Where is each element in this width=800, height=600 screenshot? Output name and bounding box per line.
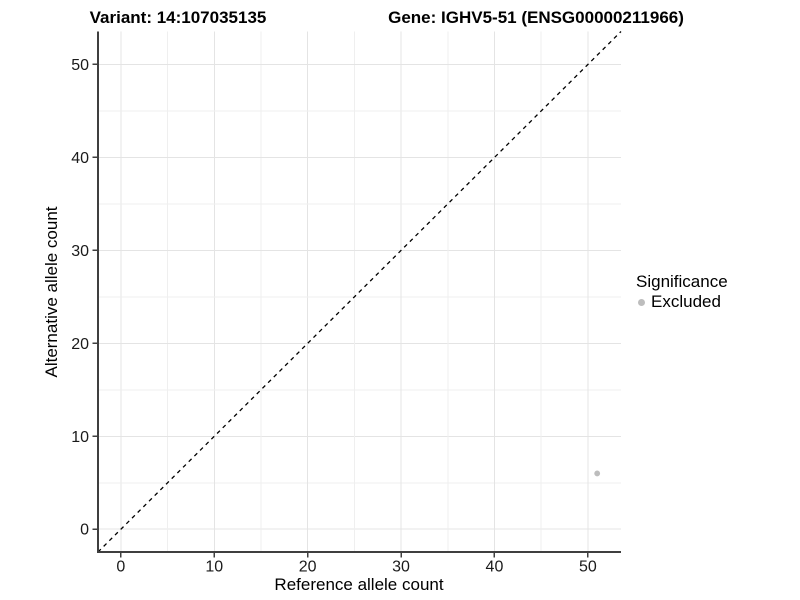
x-tick-label: 40 (486, 559, 504, 576)
legend-item-label: Excluded (651, 292, 721, 311)
x-axis-title: Reference allele count (274, 575, 444, 594)
y-tick-label: 30 (71, 243, 89, 260)
y-tick-label: 40 (71, 150, 89, 167)
legend-point-icon (638, 298, 645, 306)
plot-title-variant: Variant: 14:107035135 (89, 8, 267, 27)
x-tick-label: 50 (579, 559, 597, 576)
x-tick-label: 0 (116, 559, 125, 576)
legend-title: Significance (636, 272, 728, 291)
y-axis-title: Alternative allele count (42, 206, 61, 378)
identity-dashed-line (97, 31, 622, 553)
legend: Significance Excluded (634, 272, 728, 312)
y-tick-label: 0 (80, 522, 89, 539)
x-tick-label: 20 (299, 559, 317, 576)
y-tick-label: 50 (71, 57, 89, 74)
y-tick-label: 10 (71, 429, 89, 446)
plot-title-gene: Gene: IGHV5-51 (ENSG00000211966) (388, 8, 684, 27)
x-tick-label: 30 (392, 559, 410, 576)
x-tick-label: 10 (205, 559, 223, 576)
legend-item-excluded: Excluded (634, 292, 728, 312)
y-tick-label: 20 (71, 336, 89, 353)
data-point-excluded (594, 470, 601, 477)
